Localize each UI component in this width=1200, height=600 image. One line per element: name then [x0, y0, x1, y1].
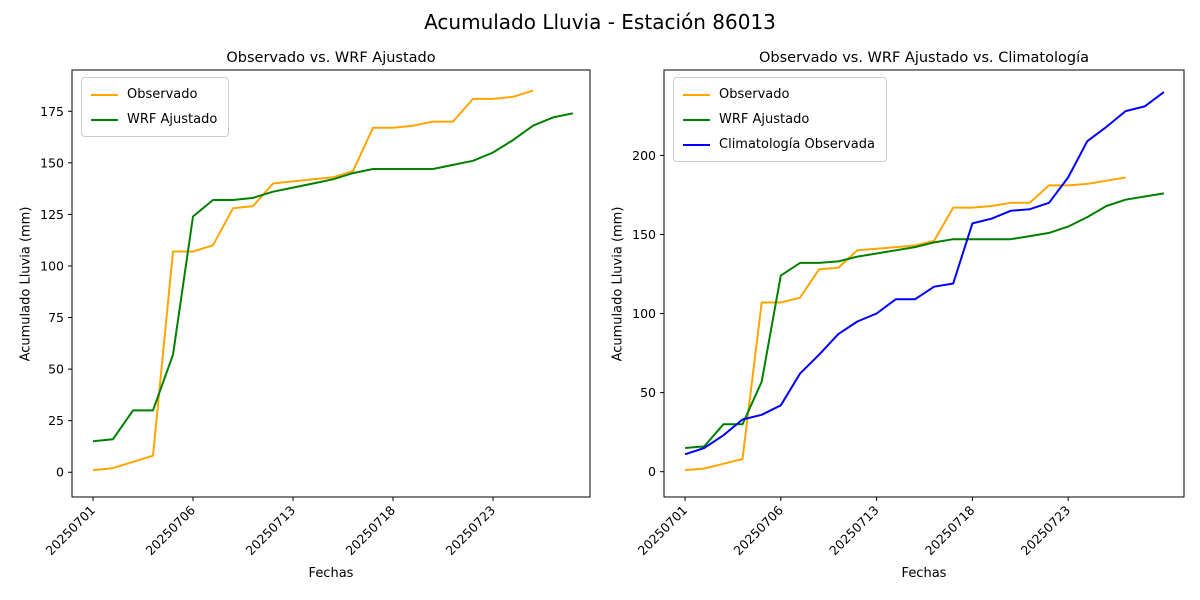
legend-label: WRF Ajustado	[719, 112, 810, 127]
legend-line-swatch	[91, 93, 118, 96]
legend-item: WRF Ajustado	[683, 107, 875, 132]
right-chart-title: Observado vs. WRF Ajustado vs. Climatolo…	[759, 50, 1089, 66]
legend-label: Climatología Observada	[719, 137, 875, 152]
legend-line-swatch	[683, 118, 710, 121]
x-tick-label: 20250706	[730, 502, 786, 558]
legend-item: WRF Ajustado	[91, 107, 217, 132]
left-y-axis-label: Acumulado Lluvia (mm)	[18, 206, 34, 362]
x-tick-label: 20250701	[635, 503, 691, 559]
legend-item: Climatología Observada	[683, 132, 875, 157]
line-wrf-ajustado	[685, 192, 1165, 449]
left-x-axis-label: Fechas	[308, 566, 354, 581]
line-observado	[685, 176, 1126, 472]
legend-item: Observado	[91, 82, 217, 107]
y-tick-label: 125	[40, 207, 64, 222]
right-x-axis-label: Fechas	[901, 566, 947, 581]
y-tick-label: 100	[40, 258, 64, 273]
line-wrf-ajustado	[92, 112, 574, 443]
y-tick-label: 200	[632, 148, 656, 163]
axes-frame	[663, 69, 1185, 498]
x-tick-label: 20250713	[243, 503, 299, 559]
y-tick-label: 175	[40, 104, 64, 119]
legend-line-swatch	[683, 93, 710, 96]
legend-label: Observado	[719, 87, 790, 102]
line-observado	[92, 89, 534, 472]
x-tick-label: 20250718	[343, 502, 399, 558]
figure-title: Acumulado Lluvia - Estación 86013	[424, 10, 776, 34]
right-y-axis-label: Acumulado Lluvia (mm)	[610, 206, 626, 362]
y-tick-label: 0	[56, 465, 64, 480]
y-tick-label: 50	[48, 362, 64, 377]
axes-frame	[71, 69, 591, 498]
left-chart-legend: Observado WRF Ajustado	[81, 77, 230, 137]
x-tick-label: 20250701	[43, 503, 99, 559]
left-chart-title: Observado vs. WRF Ajustado	[226, 50, 436, 66]
y-tick-label: 75	[48, 310, 64, 325]
x-tick-label: 20250718	[922, 502, 978, 558]
y-tick-label: 100	[632, 306, 656, 321]
y-tick-label: 150	[40, 155, 64, 170]
y-tick-label: 0	[648, 464, 656, 479]
x-tick-label: 20250723	[443, 503, 499, 559]
x-tick-label: 20250723	[1018, 503, 1074, 559]
line-climatolog-a-observada	[684, 91, 1165, 456]
y-tick-label: 25	[48, 413, 64, 428]
right-chart-legend: Observado WRF Ajustado Climatología Observ…	[673, 77, 887, 162]
legend-label: WRF Ajustado	[127, 112, 218, 127]
legend-line-swatch	[683, 143, 710, 146]
legend-item: Observado	[683, 82, 875, 107]
y-tick-label: 150	[632, 227, 656, 242]
y-tick-label: 50	[640, 385, 656, 400]
x-tick-label: 20250713	[826, 503, 882, 559]
legend-line-swatch	[91, 118, 118, 121]
legend-label: Observado	[127, 87, 198, 102]
left-chart: 0 25 50 75 100 125 150 175 20250701 20250706 20250…	[40, 69, 591, 559]
x-tick-label: 20250706	[143, 502, 199, 558]
